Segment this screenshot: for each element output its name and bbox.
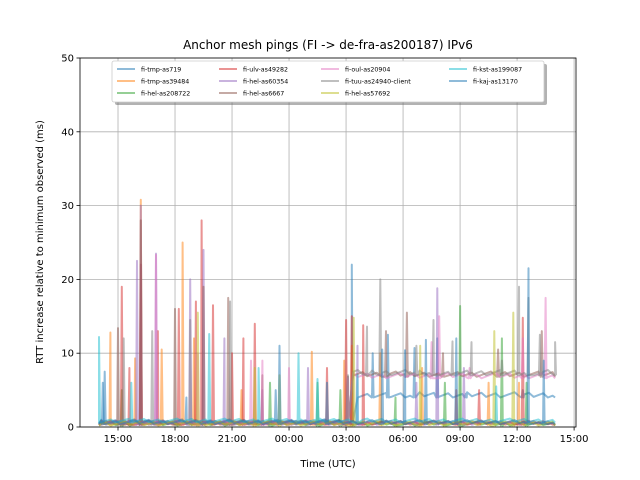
x-ticks: 15:00 18:00 21:00 00:00 03:00 06:00 09:00 12:00… <box>104 427 589 445</box>
x-tick-label: 03:00 <box>332 434 361 445</box>
y-tick-label: 30 <box>61 201 74 212</box>
x-tick-label: 21:00 <box>218 434 247 445</box>
x-tick-label: 15:00 <box>104 434 133 445</box>
chart-title: Anchor mesh pings (FI -> de-fra-as200187… <box>183 38 473 52</box>
legend-label: fi-hel-as208722 <box>141 90 190 97</box>
y-tick-label: 10 <box>61 349 74 360</box>
x-tick-label: 18:00 <box>161 434 190 445</box>
x-tick-label: 15:00 <box>560 434 589 445</box>
y-ticks: 0 10 20 30 40 50 <box>61 54 80 434</box>
legend: fi-tmp-as719 fi-tmp-as39484 fi-hel-as20872… <box>111 60 547 105</box>
y-tick-label: 0 <box>68 423 74 434</box>
x-tick-label: 06:00 <box>389 434 418 445</box>
plot-frame <box>79 57 577 428</box>
legend-label: fi-hel-as6667 <box>243 90 284 97</box>
y-tick-label: 50 <box>61 54 74 65</box>
legend-label: fi-tmp-as39484 <box>141 78 189 85</box>
series-lines <box>98 198 557 427</box>
x-tick-label: 12:00 <box>503 434 532 445</box>
legend-label: fi-oul-as20904 <box>345 66 390 73</box>
legend-label: fi-kaj-as13170 <box>473 78 518 85</box>
x-tick-label: 00:00 <box>275 434 304 445</box>
y-tick-label: 40 <box>61 127 74 138</box>
y-tick-label: 20 <box>61 275 74 286</box>
legend-label: fi-tmp-as719 <box>141 66 181 73</box>
x-tick-label: 09:00 <box>446 434 475 445</box>
legend-label: fi-ulv-as49282 <box>243 66 288 73</box>
y-axis-label: RTT increase relative to minimum observe… <box>35 120 46 364</box>
series-line-fi-kaj-as13170 <box>98 267 556 425</box>
legend-label: fi-tuu-as24940-client <box>345 78 411 85</box>
x-axis-label: Time (UTC) <box>299 459 355 470</box>
legend-label: fi-kst-as199087 <box>473 66 522 73</box>
legend-label: fi-hel-as57692 <box>345 90 390 97</box>
series-line-fi-hel-as57692 <box>98 311 556 427</box>
legend-label: fi-hel-as60354 <box>243 78 288 85</box>
